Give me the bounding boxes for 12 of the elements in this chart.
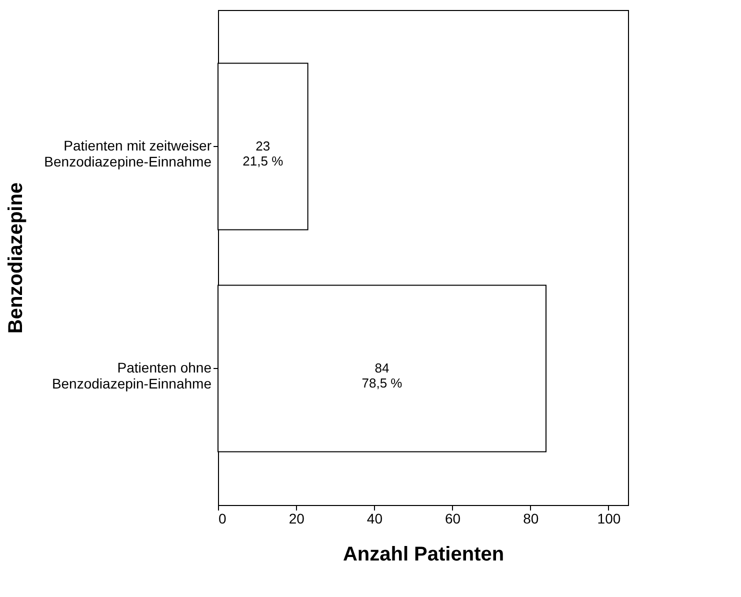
x-tick-label: 100 xyxy=(597,510,621,526)
y-tick-label: Patienten ohne Benzodiazepin-Einnahme xyxy=(52,359,212,392)
x-axis-title: Anzahl Patienten xyxy=(342,544,504,566)
data-label: 23 21,5 % xyxy=(242,138,284,169)
x-tick-label: 40 xyxy=(366,510,383,526)
y-axis-title: Benzodiazepine xyxy=(5,182,28,334)
x-tick-label: 60 xyxy=(444,510,461,526)
x-tick-label: 20 xyxy=(288,510,305,526)
x-tick-label: 80 xyxy=(523,510,539,526)
y-tick-label: Patienten mit zeitweiser Benzodiazepine-Einnahme xyxy=(44,138,212,170)
data-label: 84 78,5 % xyxy=(362,360,403,390)
x-tick-label: 0 xyxy=(218,510,226,526)
